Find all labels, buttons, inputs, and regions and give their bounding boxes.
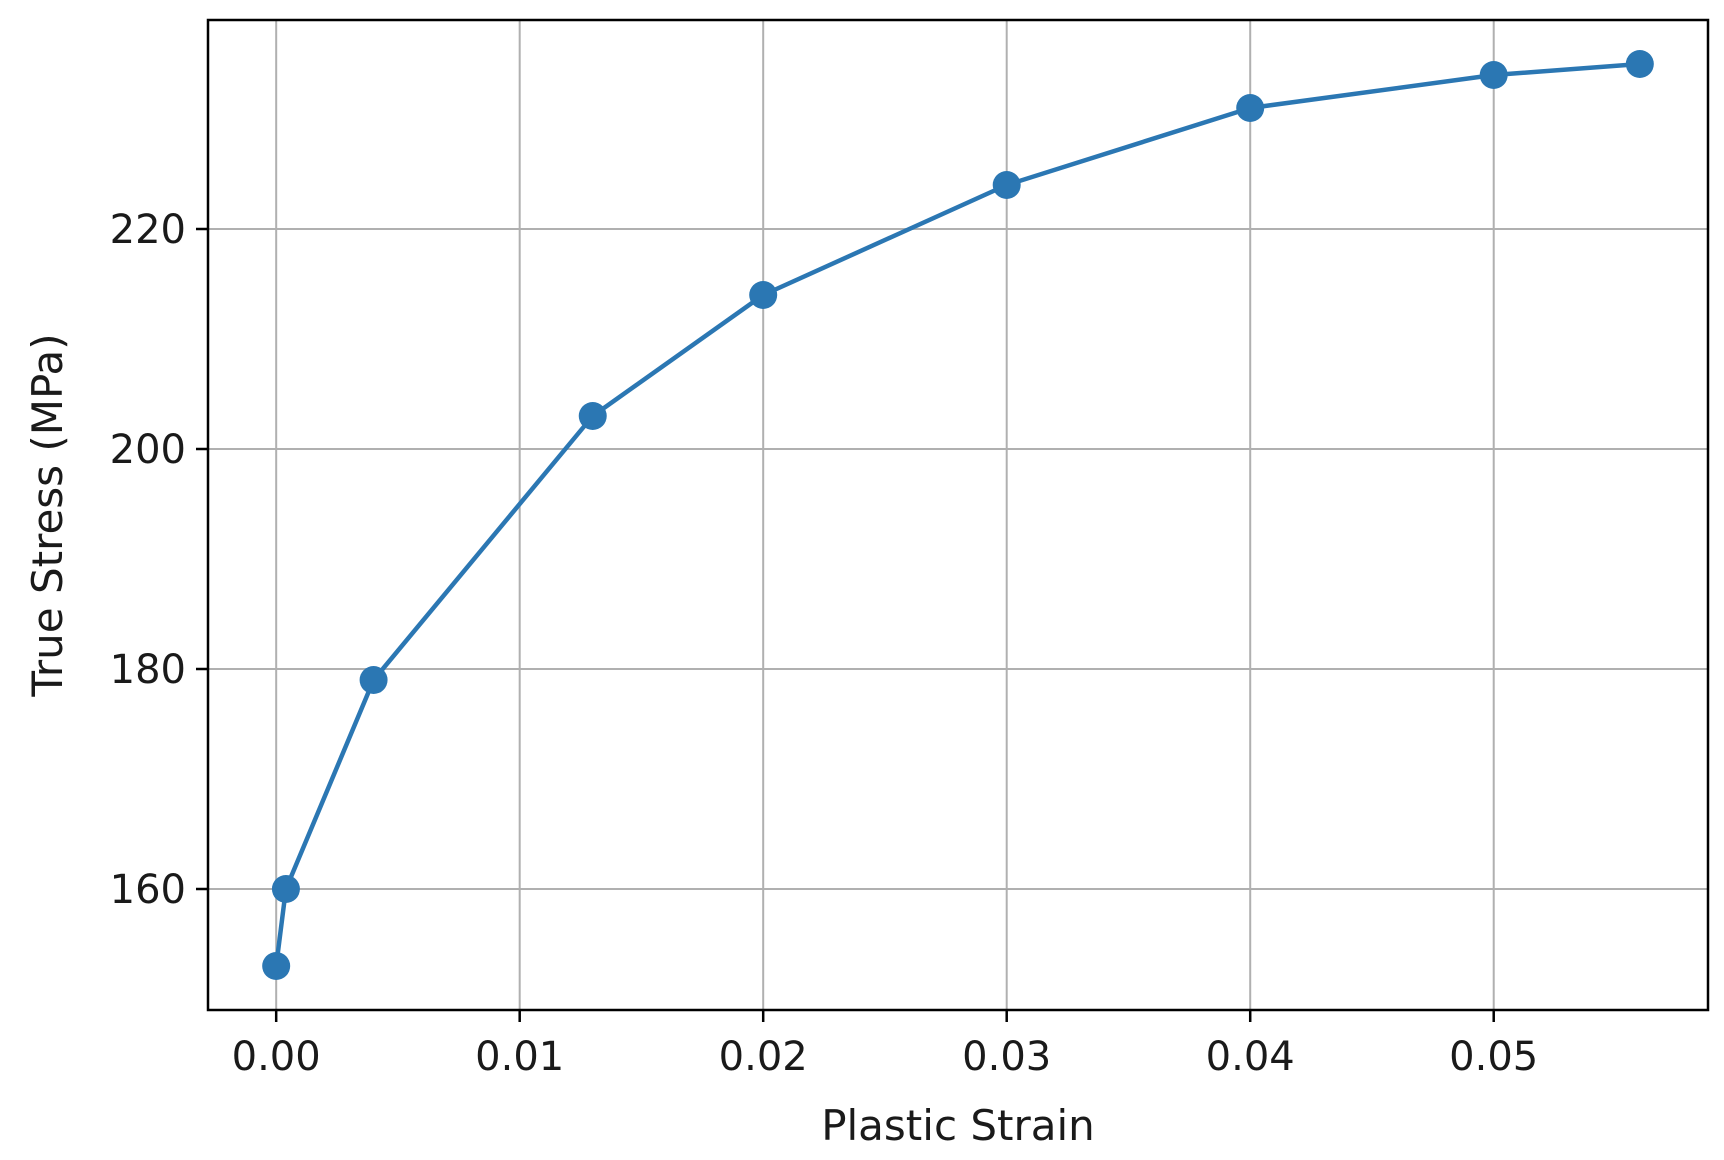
data-point <box>578 402 607 430</box>
grid <box>208 20 1708 1010</box>
series-line <box>273 61 1640 967</box>
x-axis-label: Plastic Strain <box>821 1101 1095 1150</box>
data-point <box>992 171 1021 199</box>
x-tick-label: 0.05 <box>1449 1034 1538 1080</box>
x-tick-label: 0.03 <box>962 1034 1051 1080</box>
y-tick-label: 160 <box>110 867 186 913</box>
plot-area-frame <box>206 18 1710 1012</box>
data-point <box>749 281 778 309</box>
y-tick-label: 200 <box>110 427 186 473</box>
data-point <box>1479 61 1508 89</box>
y-tick-label: 220 <box>110 207 186 253</box>
x-tick-label: 0.01 <box>475 1034 564 1080</box>
data-point <box>262 952 291 980</box>
x-tick-label: 0.00 <box>232 1034 321 1080</box>
data-point <box>1236 94 1265 122</box>
y-axis-label: True Stress (MPa) <box>23 333 72 697</box>
data-point <box>359 666 388 694</box>
x-tick-label: 0.02 <box>719 1034 808 1080</box>
data-series <box>262 50 1654 980</box>
y-tick-label: 180 <box>110 647 186 693</box>
axis-ticks: 0.00 0.01 0.02 0.03 0.04 0.05 160 180 200 220 <box>110 207 1539 1080</box>
data-point <box>271 875 300 903</box>
x-tick-label: 0.04 <box>1206 1034 1295 1080</box>
data-point <box>1625 50 1654 78</box>
